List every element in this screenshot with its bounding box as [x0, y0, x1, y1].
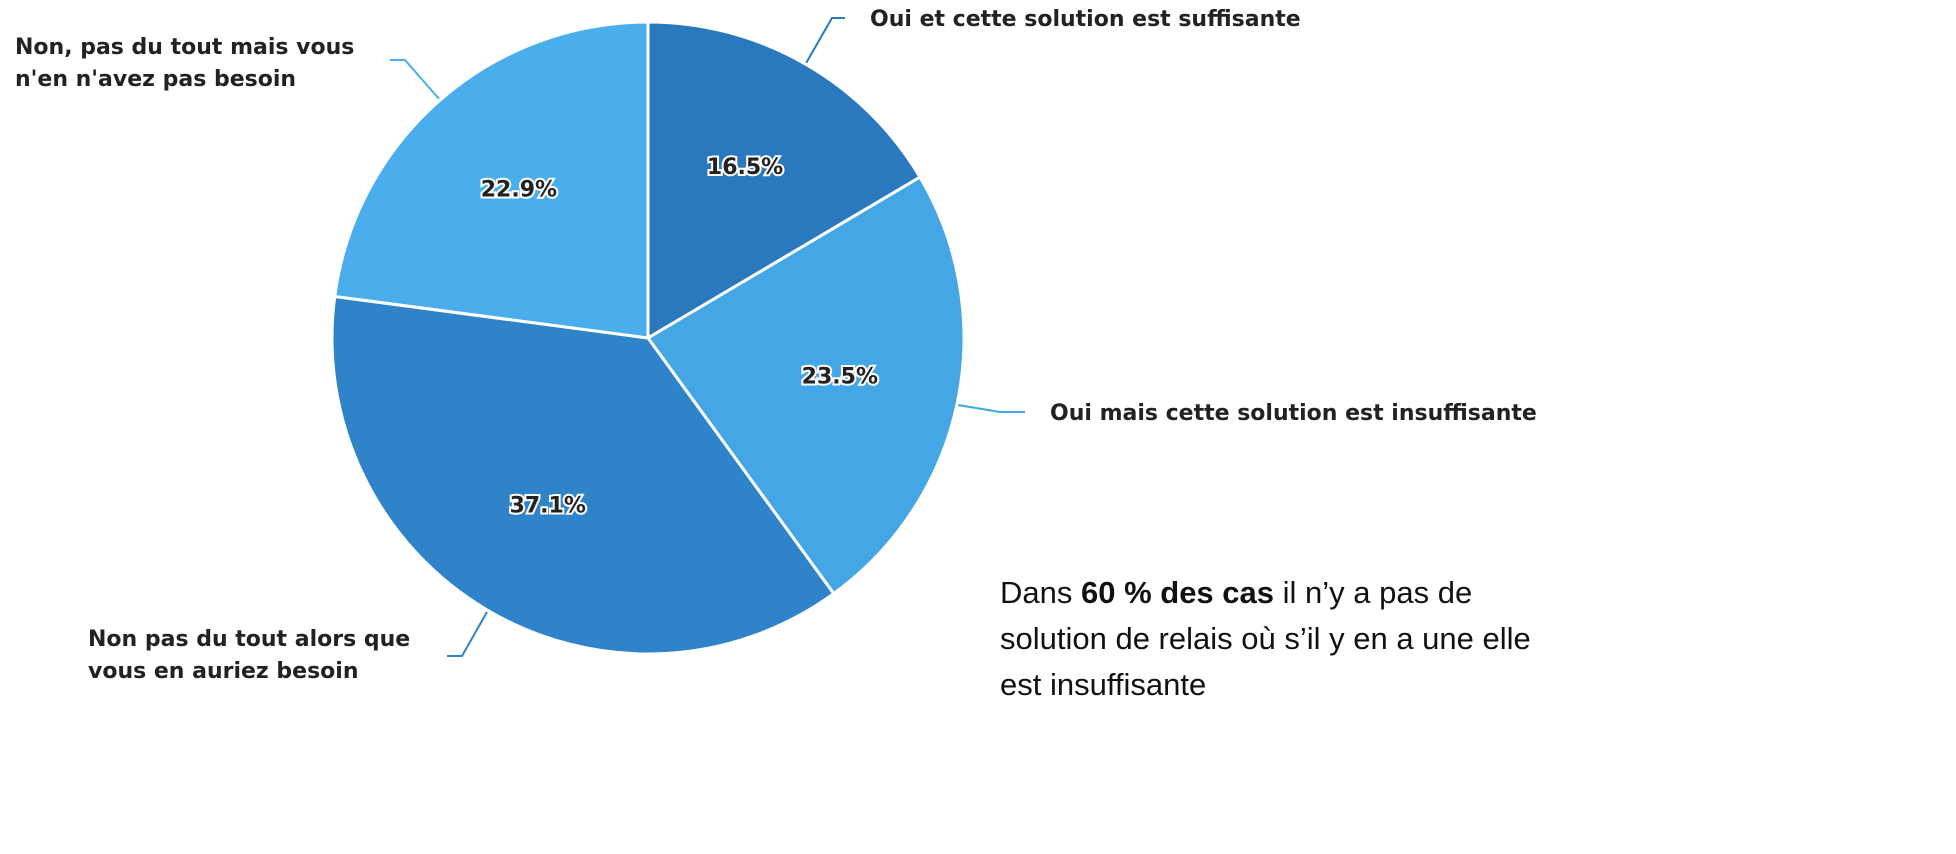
pie-slice — [333, 20, 650, 340]
leader-lines — [390, 17, 1025, 657]
value-label: 23.5% — [802, 365, 878, 390]
value-label: 22.9% — [481, 178, 557, 203]
category-label: Oui et cette solution est suffisante — [870, 7, 1301, 32]
value-label: 16.5% — [707, 155, 783, 180]
leader-line — [390, 59, 441, 101]
leader-line — [447, 611, 488, 657]
pie-slice — [645, 175, 966, 596]
annotation: Dans 60 % des cas il n’y a pas de soluti… — [1000, 570, 1560, 708]
annotation-text: Dans — [1000, 575, 1081, 610]
value-label: 37.1% — [510, 493, 586, 518]
category-label: Non, pas du tout mais vous n'en n'avez p… — [15, 35, 355, 92]
pie-slice — [646, 20, 923, 341]
category-label: Oui mais cette solution est insuffisante — [1050, 401, 1537, 426]
annotation-text: il n’y a pas de solution de relais où s’… — [1000, 575, 1531, 702]
leader-line — [804, 17, 845, 66]
pie-slice — [330, 294, 836, 656]
leader-line — [957, 404, 1025, 413]
annotation-bold: 60 % des cas — [1080, 575, 1275, 610]
category-label: Non pas du tout alors que vous en auriez… — [88, 627, 411, 684]
